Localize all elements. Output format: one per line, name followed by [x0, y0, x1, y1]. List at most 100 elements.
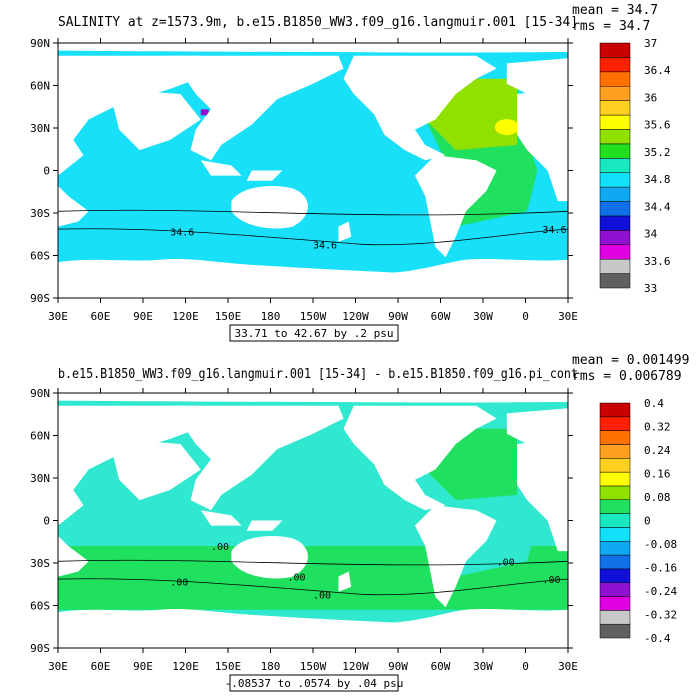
lon-label: 150W [300, 660, 327, 673]
lon-label: 180 [261, 660, 281, 673]
colorbar-segment [599, 471, 631, 487]
lon-label: 120W [342, 660, 369, 673]
colorbar-label: -0.24 [644, 585, 677, 598]
lon-label: 60W [431, 660, 451, 673]
lat-label: 0 [43, 165, 50, 178]
contour-line [57, 209, 569, 216]
map-area: 34.6 34.6 34.6 [57, 43, 569, 298]
lon-label: 150E [215, 310, 242, 323]
mean-label: mean = 34.7 [572, 3, 658, 18]
panel-1: SALINITY at z=1573.9m, b.e15.B1850_WW3.f… [30, 3, 671, 342]
japan-sea-patch [200, 459, 209, 466]
lon-label: 60E [91, 660, 111, 673]
colorbar-segment [599, 143, 631, 159]
colorbar-label: -0.08 [644, 538, 677, 551]
contour-label: .00 [170, 578, 188, 589]
colorbar-segment [599, 513, 631, 528]
colorbar-segment [599, 201, 631, 217]
lon-label: 30W [473, 310, 493, 323]
colorbar-label: 0.08 [644, 491, 671, 504]
lat-label: 30S [30, 207, 50, 220]
colorbar-label: -0.32 [644, 609, 677, 622]
colorbar-segment [599, 114, 631, 130]
colorbar-segment [599, 71, 631, 87]
colorbar-segment [599, 42, 631, 58]
rms-label: rms = 34.7 [572, 19, 650, 34]
colorbar-segment [599, 499, 631, 514]
lon-label: 90W [388, 660, 408, 673]
colorbar-label: 36 [644, 91, 657, 104]
contour-label: 34.6 [543, 225, 567, 236]
lat-label: 30N [30, 472, 50, 485]
lat-label: 90S [30, 642, 50, 655]
mean-label: mean = 0.001499 [572, 353, 689, 368]
contour-label: 34.6 [313, 240, 337, 251]
colorbar-label: 34.8 [644, 173, 671, 186]
lon-label: 180 [261, 310, 281, 323]
contour-line [57, 559, 569, 566]
colorbar-label: -0.4 [644, 632, 671, 645]
colorbar-segment [599, 623, 631, 639]
map-area: .00 .00 .00 .00 .00 .00 [57, 393, 569, 648]
lon-label: 150E [215, 660, 242, 673]
colorbar-segment [599, 100, 631, 116]
colorbar-segment [599, 430, 631, 445]
high-value-patch [494, 119, 519, 136]
colorbar-label: 34.4 [644, 200, 671, 213]
colorbar-segment [599, 215, 631, 231]
lat-label: 60S [30, 600, 50, 613]
rms-label: rms = 0.006789 [572, 369, 682, 384]
colorbar-segment [599, 172, 631, 188]
lon-label: 30E [48, 310, 68, 323]
contour-label: 34.6 [170, 228, 194, 239]
colorbar-segment [599, 129, 631, 145]
colorbar-segment [599, 416, 631, 431]
lon-label: 0 [522, 310, 529, 323]
range-label: 33.71 to 42.67 by .2 psu [235, 327, 394, 340]
japan-sea-patch [200, 109, 209, 116]
colorbar-label: 0 [644, 515, 651, 528]
contour-label: .00 [543, 575, 561, 586]
colorbar-label: 0.32 [644, 421, 671, 434]
lat-label: 30S [30, 557, 50, 570]
colorbar-segment [599, 158, 631, 173]
lon-label: 120E [172, 310, 199, 323]
panel-2: b.e15.B1850_WW3.f09_g16.langmuir.001 [15… [30, 353, 689, 692]
colorbar-label: 35.6 [644, 119, 671, 132]
colorbar-segment [599, 273, 631, 289]
lon-label: 30E [558, 310, 578, 323]
lat-label: 90N [30, 387, 50, 400]
lat-label: 30N [30, 122, 50, 135]
colorbar-label: 34 [644, 228, 658, 241]
range-label: -.08537 to .0574 by .04 psu [225, 677, 404, 690]
lat-label: 60N [30, 80, 50, 93]
colorbar-segment [599, 527, 631, 542]
colorbar: 0.4 0.32 0.24 0.16 0.08 0 -0.08 -0.16 -0.24 -0.32… [599, 397, 677, 645]
colorbar-segment [599, 582, 631, 597]
colorbar-segment [599, 402, 631, 418]
colorbar-segment [599, 458, 631, 473]
range-box [229, 324, 399, 342]
lon-label: 150W [300, 310, 327, 323]
colorbar-segment [599, 485, 631, 501]
lat-label: 0 [43, 515, 50, 528]
lon-label: 30E [48, 660, 68, 673]
panel-title: b.e15.B1850_WW3.f09_g16.langmuir.001 [15… [58, 367, 578, 382]
colorbar-label: 0.24 [644, 444, 671, 457]
lon-label: 120W [342, 310, 369, 323]
contour-label: .00 [211, 542, 229, 553]
colorbar-segment [599, 444, 631, 459]
colorbar-segment [599, 540, 631, 556]
colorbar-label: -0.16 [644, 562, 677, 575]
lon-label: 90W [388, 310, 408, 323]
contour-line [57, 228, 569, 246]
colorbar-label: 0.16 [644, 468, 671, 481]
contour-label: .00 [288, 573, 306, 584]
colorbar-segment [599, 568, 631, 583]
colorbar-segment [599, 85, 631, 101]
contour-label: .00 [313, 590, 331, 601]
lat-label: 60N [30, 430, 50, 443]
lat-label: 90S [30, 292, 50, 305]
contour-label: .00 [497, 557, 515, 568]
